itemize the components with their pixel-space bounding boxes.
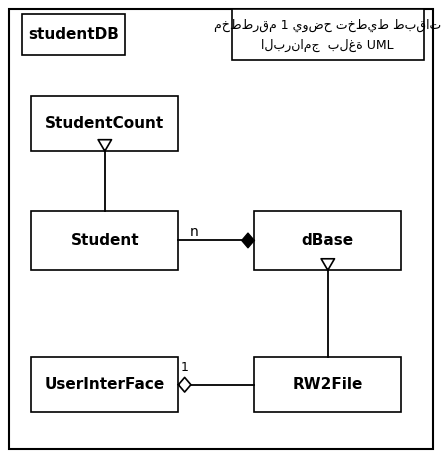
Text: مخططرقم 1 يوضح تخطيط طبقات: مخططرقم 1 يوضح تخطيط طبقات [214, 19, 442, 32]
FancyBboxPatch shape [31, 357, 178, 412]
FancyBboxPatch shape [254, 357, 401, 412]
Text: البرنامج  بلغة UML: البرنامج بلغة UML [261, 39, 394, 52]
Polygon shape [321, 259, 334, 270]
FancyBboxPatch shape [254, 211, 401, 270]
Text: StudentCount: StudentCount [45, 116, 165, 131]
Text: UserInterFace: UserInterFace [45, 377, 165, 392]
Polygon shape [98, 140, 112, 151]
FancyBboxPatch shape [232, 9, 424, 60]
Text: dBase: dBase [302, 233, 354, 248]
Text: Student: Student [70, 233, 139, 248]
FancyBboxPatch shape [31, 96, 178, 151]
Polygon shape [242, 233, 254, 248]
Polygon shape [178, 377, 191, 392]
Text: 1: 1 [181, 361, 189, 374]
FancyBboxPatch shape [31, 211, 178, 270]
FancyBboxPatch shape [22, 14, 125, 55]
Text: studentDB: studentDB [28, 27, 119, 42]
FancyBboxPatch shape [9, 9, 433, 449]
Text: n: n [190, 225, 198, 239]
Text: RW2File: RW2File [293, 377, 363, 392]
